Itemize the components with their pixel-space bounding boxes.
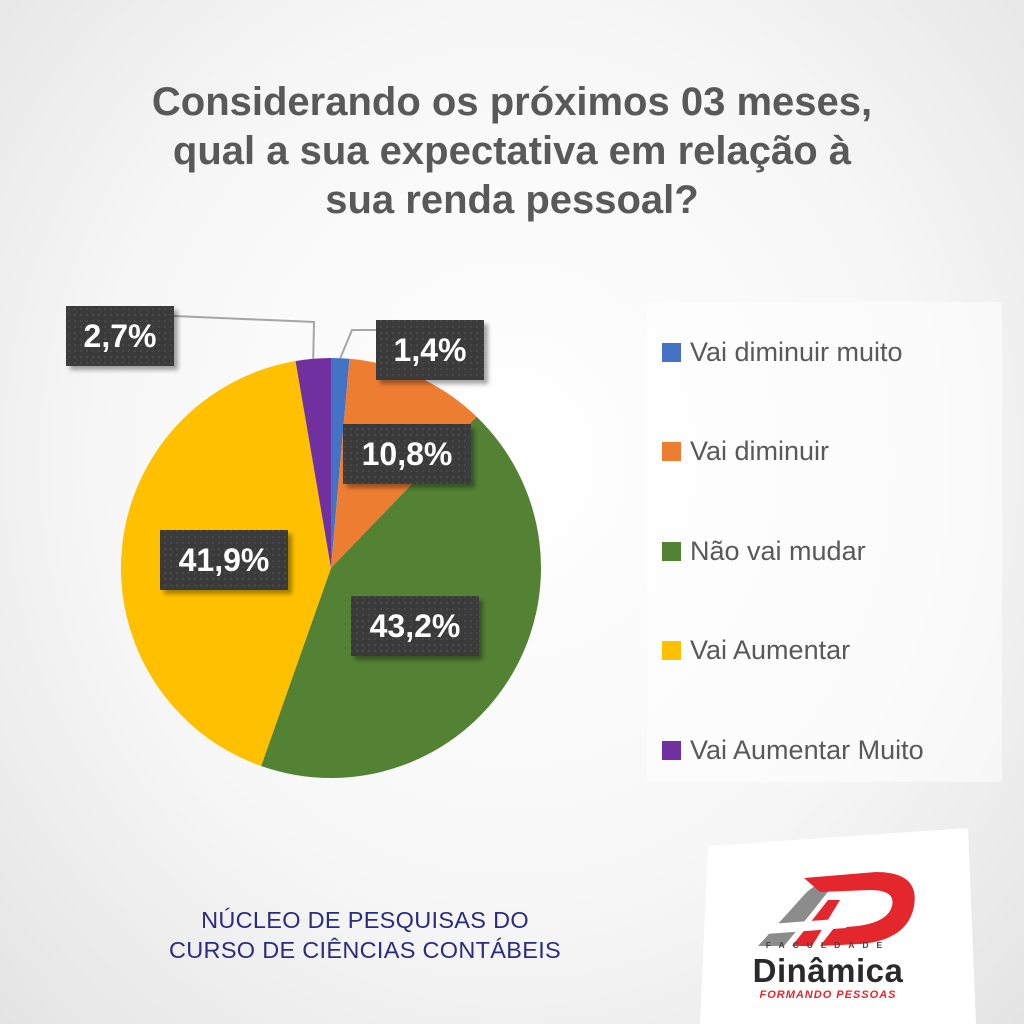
data-label-vai-aumentar: 41,9% bbox=[160, 530, 288, 590]
legend-label: Não vai mudar bbox=[690, 535, 866, 566]
data-label-text: 43,2% bbox=[370, 608, 461, 644]
chart-title-line: sua renda pessoal? bbox=[325, 178, 699, 222]
legend-item-vai-aumentar-muito: Vai Aumentar Muito bbox=[662, 730, 924, 770]
data-label-text: 1,4% bbox=[394, 332, 467, 368]
data-label-box bbox=[66, 306, 174, 366]
legend-swatch bbox=[662, 442, 681, 461]
pie-slice-vai-diminuir-muito bbox=[331, 358, 350, 568]
pie-slice-vai-aumentar-muito bbox=[295, 358, 331, 568]
leader-line-vai-diminuir-muito bbox=[339, 329, 376, 359]
data-label-vai-diminuir-muito: 1,4% bbox=[376, 320, 484, 380]
legend-item-vai-aumentar: Vai Aumentar bbox=[662, 631, 850, 671]
footer-text: NÚCLEO DE PESQUISAS DO CURSO DE CIÊNCIAS… bbox=[95, 905, 635, 965]
data-labels: 1,4% 10,8% 43,2% 41,9% 2,7% bbox=[66, 306, 484, 656]
legend-item-vai-diminuir-muito: Vai diminuir muito bbox=[662, 332, 903, 372]
legend-label: Vai Aumentar Muito bbox=[690, 734, 924, 765]
data-label-vai-aumentar-muito: 2,7% bbox=[66, 306, 174, 366]
footer-line: NÚCLEO DE PESQUISAS DO bbox=[201, 907, 529, 933]
chart-title-line: Considerando os próximos 03 meses, bbox=[151, 80, 873, 124]
data-label-text: 2,7% bbox=[84, 318, 157, 354]
legend-swatch bbox=[662, 342, 681, 362]
chart-title: Considerando os próximos 03 meses, qual … bbox=[60, 78, 964, 225]
logo-card bbox=[700, 828, 976, 1024]
logo-eyebrow: FACULDADE bbox=[765, 940, 891, 950]
legend-item-vai-diminuir: Vai diminuir bbox=[662, 432, 829, 472]
footer-line: CURSO DE CIÊNCIAS CONTÁBEIS bbox=[169, 937, 561, 963]
logo-name: Dinâmica bbox=[752, 952, 904, 989]
legend-label: Vai diminuir muito bbox=[690, 336, 903, 367]
legend-label: Vai diminuir bbox=[690, 436, 830, 466]
legend-label: Vai Aumentar bbox=[690, 635, 851, 665]
faculdade-dinamica-logo-icon bbox=[758, 872, 915, 946]
legend-swatch bbox=[662, 740, 681, 760]
data-label-vai-diminuir: 10,8% bbox=[343, 424, 471, 484]
leader-lines bbox=[173, 315, 376, 359]
data-label-box bbox=[160, 530, 288, 590]
data-label-nao-vai-mudar: 43,2% bbox=[351, 596, 479, 656]
data-label-box bbox=[376, 320, 484, 380]
legend-item-nao-vai-mudar: Não vai mudar bbox=[662, 531, 866, 571]
leader-line-vai-aumentar-muito bbox=[173, 315, 316, 359]
data-label-text: 10,8% bbox=[362, 436, 453, 472]
data-label-box bbox=[343, 424, 471, 484]
chart-legend: Vai diminuir muito Vai diminuir Não vai mu… bbox=[647, 302, 1002, 782]
legend-swatch bbox=[662, 541, 681, 561]
logo-tagline: FORMANDO PESSOAS bbox=[759, 989, 897, 1001]
chart-title-line: qual a sua expectativa em relação à bbox=[172, 129, 852, 173]
legend-swatch bbox=[662, 641, 681, 660]
data-label-box bbox=[351, 596, 479, 656]
data-label-text: 41,9% bbox=[179, 542, 270, 578]
